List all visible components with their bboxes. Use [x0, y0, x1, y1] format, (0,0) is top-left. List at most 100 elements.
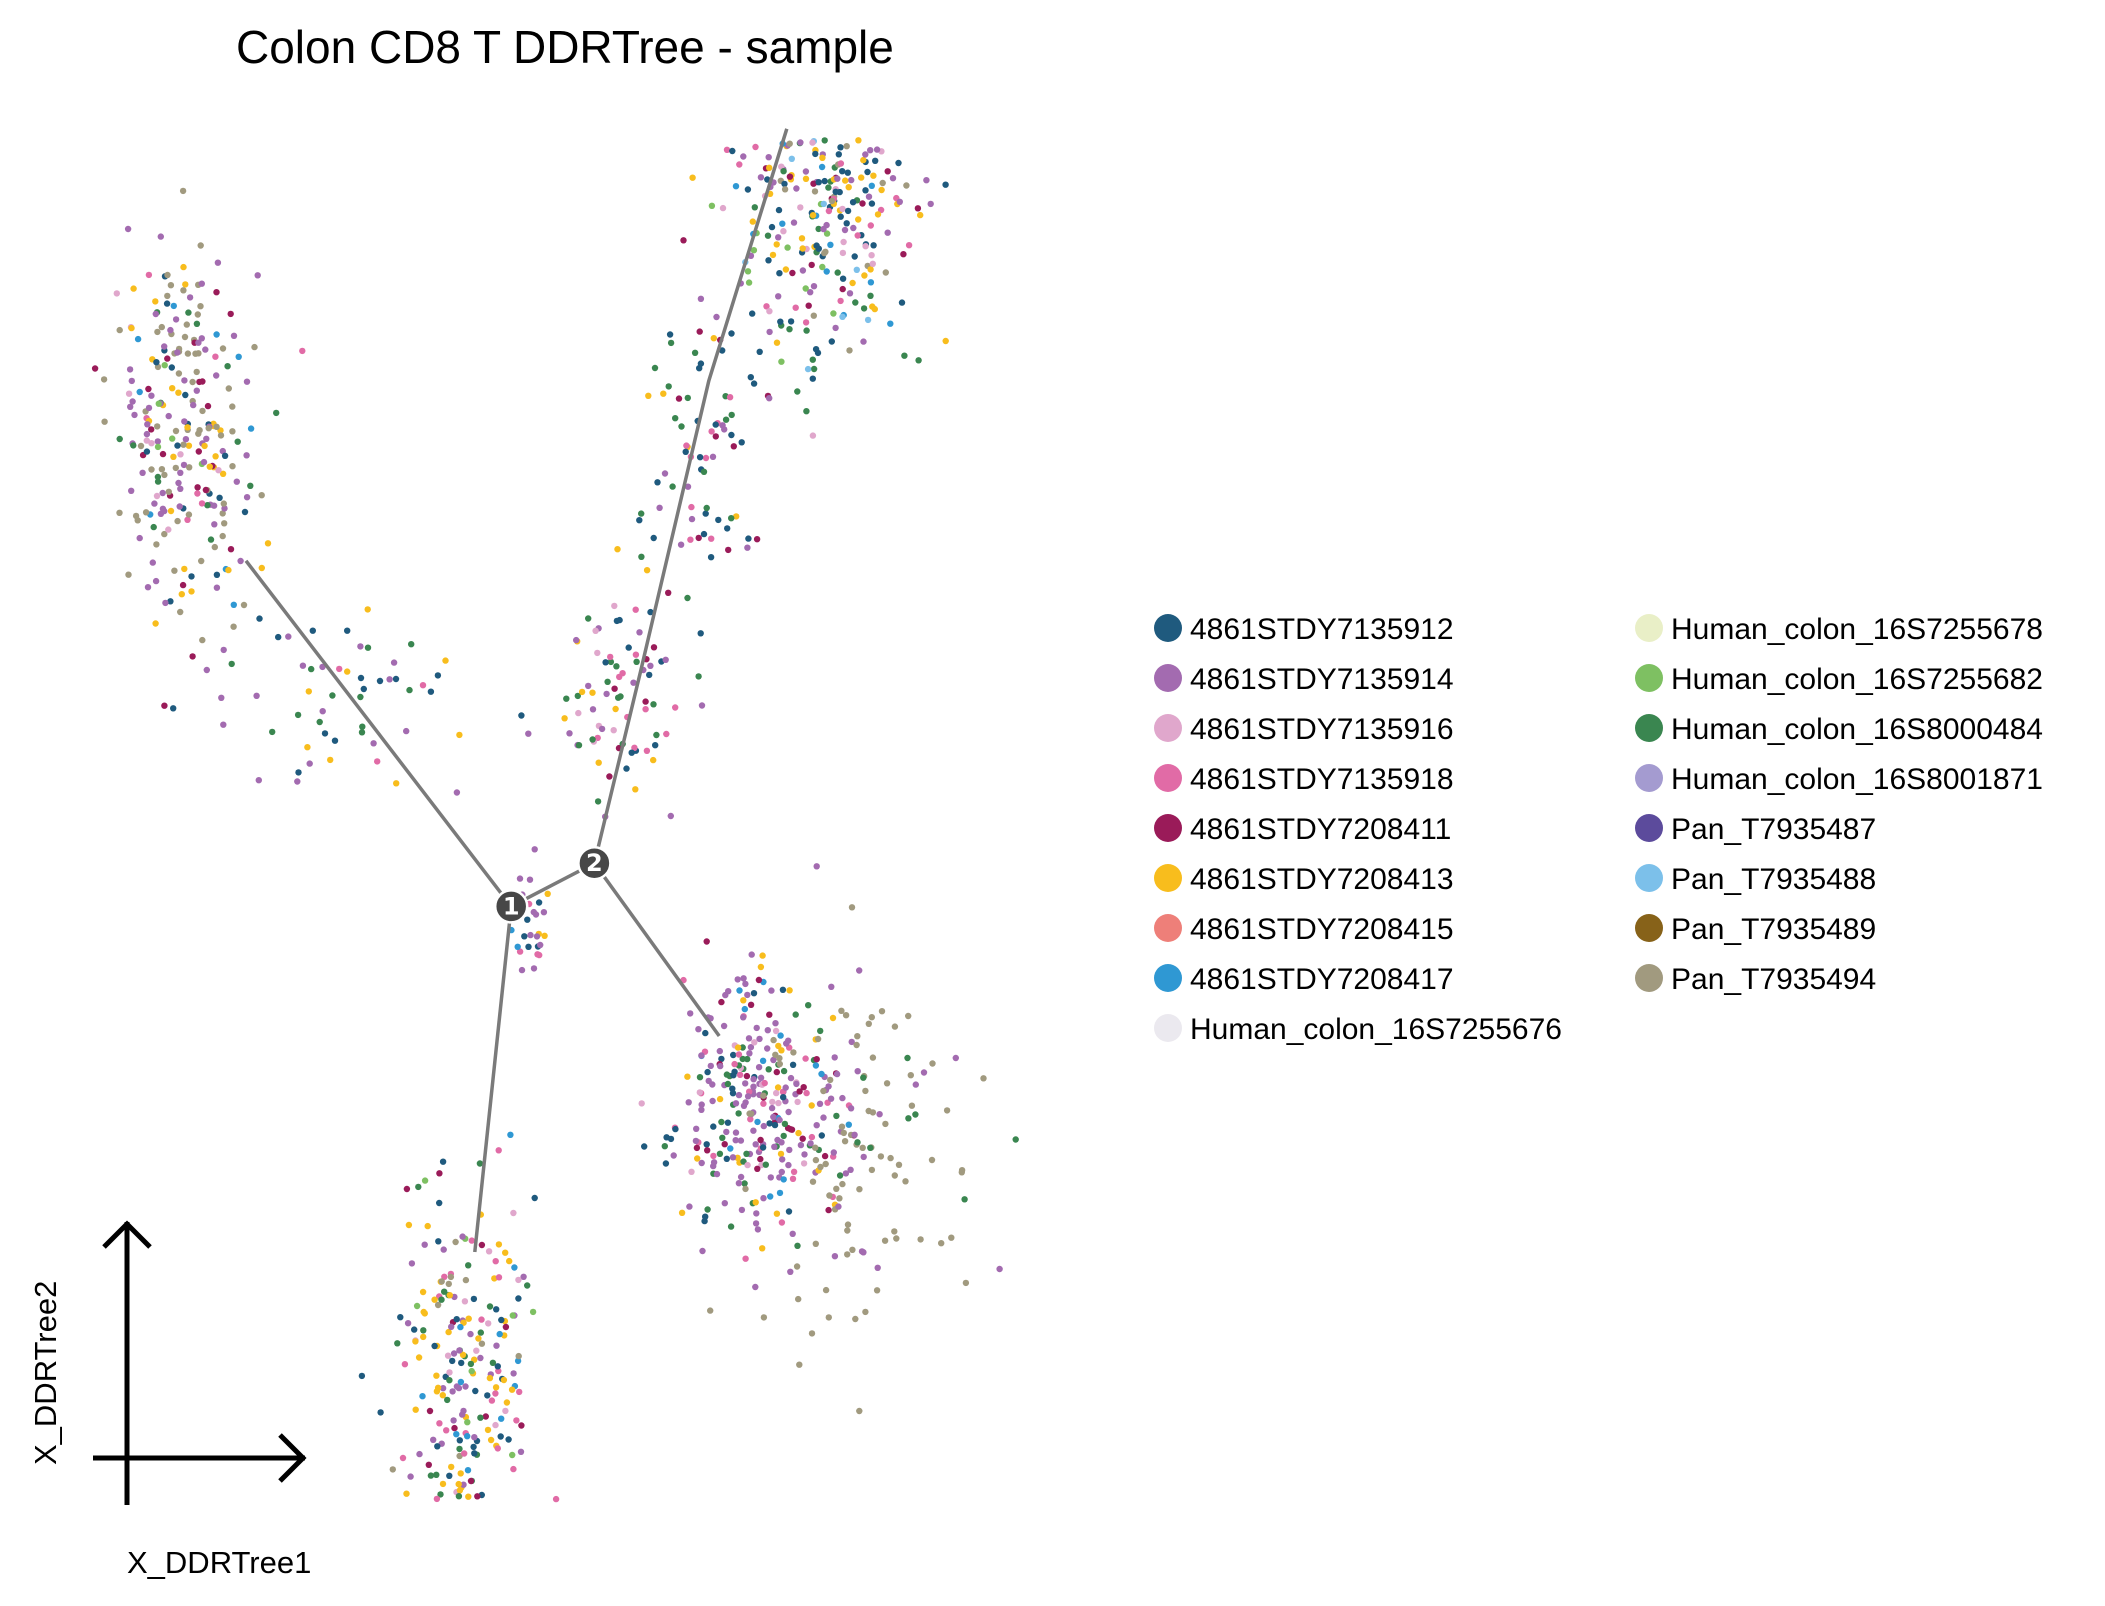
scatter-point-right-lower [825, 1083, 832, 1090]
legend-entry: Human_colon_16S7255678 [1635, 613, 2043, 646]
scatter-point-upper-left [116, 326, 123, 334]
scatter-point-right-lower-tail [902, 1178, 909, 1185]
scatter-point-upper-left [128, 324, 135, 332]
scatter-point-right-lower [787, 1074, 795, 1082]
tree-segment-4 [592, 128, 789, 864]
scatter-point-top-right [832, 324, 839, 332]
scatter-point-right-lower [797, 1141, 805, 1149]
scatter-point-right-lower [800, 1160, 808, 1167]
scatter-point-upper-left [251, 343, 258, 351]
scatter-point-mid-branch [607, 653, 614, 661]
scatter-point-right-lower [831, 1253, 839, 1260]
scatter-point-right-lower [754, 1226, 762, 1233]
scatter-point-mid-branch [563, 695, 570, 702]
legend-swatch [1635, 714, 1663, 742]
scatter-point-center [524, 916, 531, 923]
scatter-point-right-lower-tail [844, 1227, 851, 1234]
scatter-point-upper-left [158, 323, 165, 331]
scatter-point-top-right [799, 245, 806, 252]
scatter-point-bottom [413, 1302, 421, 1310]
scatter-point-upper-left [154, 423, 161, 430]
scatter-point-bottom [421, 1177, 429, 1184]
scatter-point-upper-left [233, 478, 240, 485]
scatter-point-bottom [473, 1347, 480, 1354]
chart-title: Colon CD8 T DDRTree - sample [236, 21, 894, 73]
scatter-point-center [527, 931, 534, 939]
scatter-point-upper-branch [738, 439, 745, 446]
scatter-point-upper-left [177, 485, 184, 492]
scatter-point-upper-branch [696, 454, 704, 461]
y-axis-arrowhead [102, 1220, 152, 1249]
scatter-point-right-lower-tail [854, 1033, 861, 1040]
scatter-point-upper-left [129, 398, 136, 405]
legend-label: Human_colon_16S7255678 [1671, 613, 2043, 646]
scatter-point-upper-left [198, 557, 205, 565]
scatter-point-top-right [823, 230, 831, 237]
scatter-point-mid-branch [575, 709, 582, 717]
scatter-point-right-lower [678, 1209, 686, 1217]
scatter-point-right-lower [792, 1011, 799, 1018]
scatter-point-mid-branch [632, 651, 640, 658]
scatter-point-right-lower [735, 1091, 743, 1099]
scatter-point-right-lower [694, 1155, 701, 1162]
scatter-point-top-right [827, 241, 834, 248]
scatter-point-upper-left [225, 566, 232, 574]
scatter-point-upper-left [161, 702, 168, 709]
scatter-point-upper-left [221, 520, 228, 527]
scatter-point-right-lower [719, 1134, 726, 1142]
scatter-point-upper-left [161, 362, 168, 369]
scatter-point-upper-left [148, 466, 155, 473]
legend-entry: 4861STDY7208411 [1154, 813, 1451, 846]
scatter-point-top-right [789, 269, 796, 277]
scatter-point-upper-left [241, 508, 249, 516]
scatter-point-top-right [802, 285, 809, 292]
scatter-point-bottom [433, 1372, 440, 1379]
scatter-point-upper-branch [638, 553, 645, 560]
scatter-point-center [518, 966, 526, 974]
scatter-point-right-lower-tail [760, 1314, 768, 1321]
scatter-point-top-right [858, 174, 865, 181]
scatter-point-bottom [420, 1308, 427, 1316]
scatter-point-upper-branch [712, 421, 719, 428]
scatter-point-upper-left [144, 421, 151, 428]
scatter-point-mid-branch [638, 510, 645, 517]
scatter-point-left-branch [364, 644, 372, 651]
scatter-point-right-lower [845, 1121, 852, 1128]
scatter-point-right-lower [808, 1133, 816, 1141]
scatter-point-right-lower-tail [883, 1080, 891, 1087]
scatter-point-upper-branch [744, 544, 751, 551]
scatter-point-right-lower [729, 1085, 736, 1092]
scatter-point-center [535, 899, 543, 906]
scatter-point-right-lower-tail [838, 1007, 845, 1014]
scatter-point-right-lower [807, 1140, 814, 1147]
scatter-point-right-lower [696, 1089, 703, 1096]
scatter-point-right-lower [854, 1068, 861, 1075]
legend-entry: 4861STDY7135918 [1154, 763, 1454, 796]
scatter-point-upper-left [175, 370, 183, 377]
scatter-point-top-right [736, 161, 743, 168]
scatter-point-upper-left [184, 350, 192, 357]
scatter-point-upper-left [258, 564, 265, 572]
scatter-point-bottom [529, 1308, 537, 1316]
scatter-point-right-lower-tail [795, 1295, 802, 1303]
scatter-point-upper-left [130, 285, 137, 292]
scatter-point-right-lower [782, 1084, 789, 1091]
scatter-point-top-right [839, 205, 846, 213]
scatter-point-right-lower-tail [867, 1144, 874, 1152]
scatter-point-top-right [766, 164, 773, 171]
legend-label: Human_colon_16S8001871 [1671, 763, 2043, 796]
scatter-point-right-lower [693, 1125, 700, 1133]
scatter-point-bottom [415, 1354, 423, 1361]
scatter-point-upper-left [154, 478, 162, 485]
scatter-point-right-lower [727, 1223, 735, 1230]
scatter-point-upper-branch [688, 503, 695, 511]
scatter-point-right-lower-tail [912, 1081, 919, 1088]
scatter-point-upper-left [161, 343, 168, 350]
scatter-point-bottom [493, 1306, 500, 1313]
scatter-point-top-right [852, 299, 859, 306]
scatter-point-top-right [896, 198, 903, 205]
scatter-point-right-lower [818, 1132, 825, 1139]
scatter-point-upper-left [153, 492, 161, 500]
scatter-point-top-right [898, 299, 906, 306]
scatter-point-mid-branch [623, 765, 630, 772]
